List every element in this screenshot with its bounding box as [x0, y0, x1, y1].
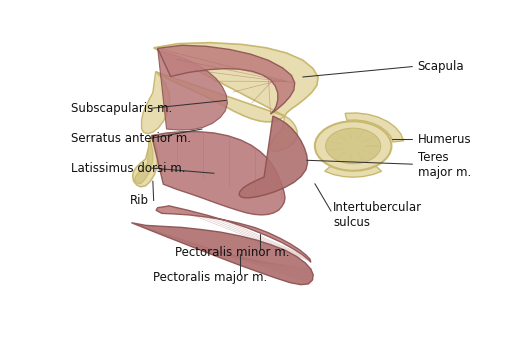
- Polygon shape: [158, 45, 295, 114]
- Text: Pectoralis major m.: Pectoralis major m.: [153, 271, 267, 284]
- Polygon shape: [239, 116, 308, 198]
- Text: Intertubercular
sulcus: Intertubercular sulcus: [333, 201, 422, 229]
- Text: Latissimus dorsi m.: Latissimus dorsi m.: [71, 162, 186, 175]
- Polygon shape: [324, 166, 382, 177]
- Text: Scapula: Scapula: [418, 60, 464, 73]
- Text: Serratus anterior m.: Serratus anterior m.: [71, 132, 191, 145]
- Text: Rib: Rib: [129, 194, 149, 207]
- Polygon shape: [345, 113, 404, 142]
- Text: Teres
major m.: Teres major m.: [418, 151, 471, 179]
- Polygon shape: [158, 48, 227, 130]
- Polygon shape: [132, 223, 313, 285]
- Polygon shape: [154, 43, 318, 122]
- Polygon shape: [134, 138, 153, 184]
- Text: Humerus: Humerus: [418, 133, 471, 146]
- Polygon shape: [152, 132, 285, 215]
- Polygon shape: [133, 136, 158, 187]
- Polygon shape: [156, 206, 311, 262]
- Polygon shape: [141, 72, 170, 134]
- Polygon shape: [270, 116, 297, 151]
- Text: Pectoralis minor m.: Pectoralis minor m.: [175, 246, 290, 259]
- Text: Subscapularis m.: Subscapularis m.: [71, 102, 172, 115]
- Circle shape: [315, 121, 392, 171]
- Circle shape: [326, 128, 381, 164]
